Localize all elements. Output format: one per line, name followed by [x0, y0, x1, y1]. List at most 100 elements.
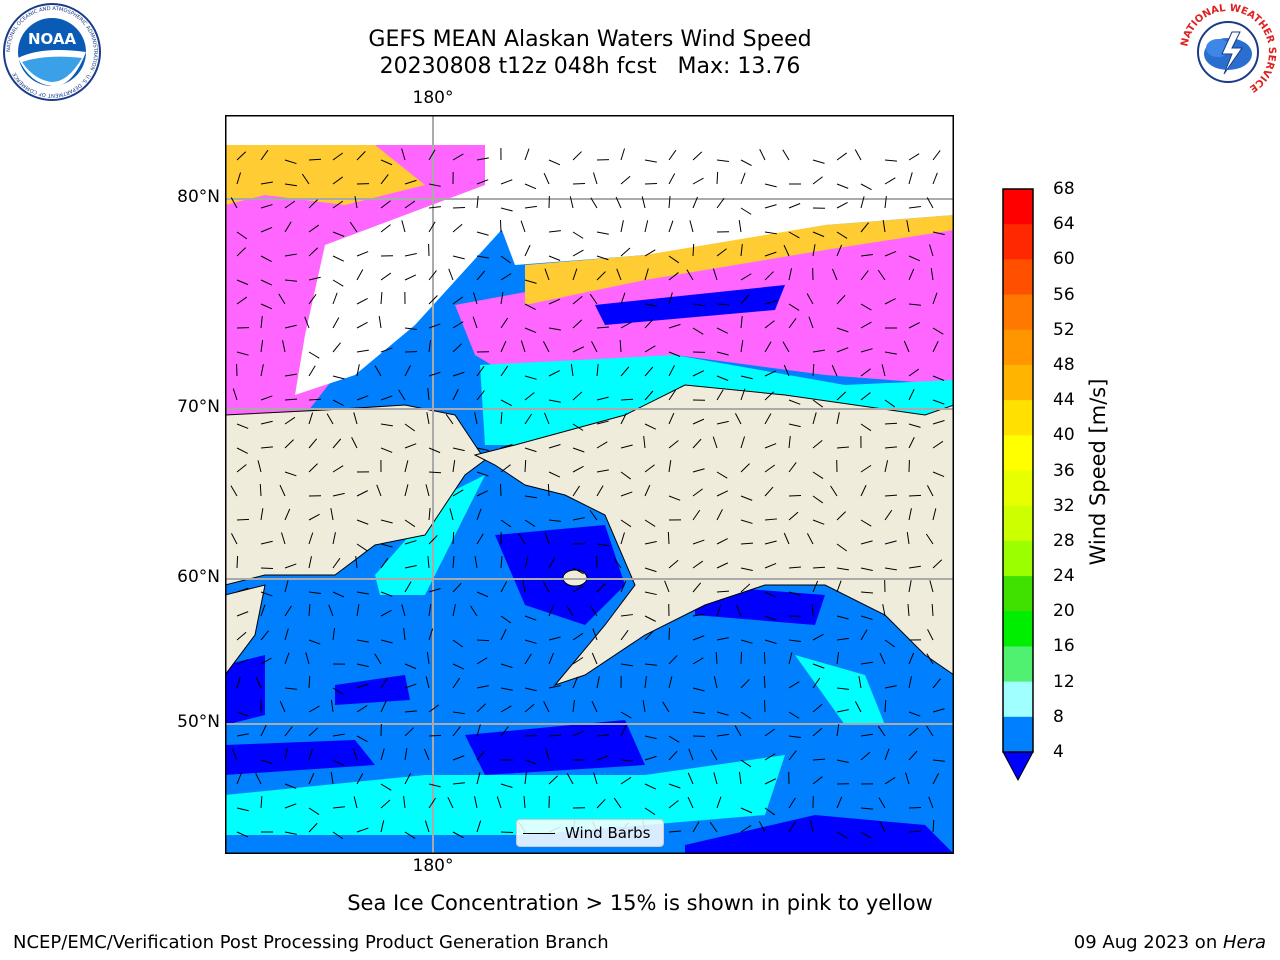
colorbar-tick-label: 44 — [1053, 390, 1075, 411]
wind-barb — [428, 270, 437, 281]
wind-barb — [428, 783, 441, 788]
wind-barb — [476, 703, 487, 713]
wind-barb — [908, 205, 921, 209]
wind-barb — [380, 783, 392, 791]
wind-barb — [236, 555, 239, 569]
wind-barb — [500, 317, 509, 329]
wind-barb — [932, 819, 935, 833]
wind-barb — [332, 255, 345, 262]
wind-barb — [452, 296, 464, 305]
wind-barb — [428, 535, 438, 545]
wind-barb — [927, 629, 934, 641]
wind-barb — [644, 303, 657, 307]
wind-barb — [764, 778, 777, 785]
wind-barb — [500, 365, 509, 377]
wind-barb — [692, 657, 704, 665]
wind-barb — [932, 440, 944, 449]
wind-barb — [524, 459, 527, 473]
wind-barb — [788, 318, 797, 329]
wind-barb — [932, 399, 945, 405]
wind-barb — [932, 150, 941, 161]
wind-barb — [620, 776, 632, 785]
wind-barb — [260, 395, 273, 401]
wind-barb — [380, 677, 388, 689]
wind-barb — [620, 491, 633, 497]
wind-barb — [284, 580, 289, 593]
wind-barb — [668, 750, 678, 761]
wind-barb — [548, 734, 562, 737]
wind-barb — [308, 412, 314, 425]
wind-barb — [236, 351, 249, 356]
wind-barb — [592, 172, 598, 185]
wind-barb — [928, 796, 934, 809]
wind-barb — [860, 519, 872, 527]
wind-barb — [284, 803, 297, 809]
wind-barb — [378, 316, 382, 329]
wind-barb — [764, 753, 776, 761]
legend-label: Wind Barbs — [565, 824, 651, 842]
wind-barb — [476, 772, 481, 785]
wind-barb — [476, 685, 489, 689]
wind-barb — [782, 341, 790, 353]
wind-barb — [308, 224, 320, 233]
wind-barb — [332, 152, 344, 161]
colorbar — [1002, 188, 1034, 782]
wind-barb — [308, 556, 312, 569]
wind-barb — [572, 585, 584, 593]
wind-barb — [788, 750, 797, 761]
wind-barb — [404, 423, 416, 432]
wind-barb — [596, 255, 609, 261]
wind-barb — [404, 519, 416, 528]
wind-barb — [476, 270, 486, 281]
wind-barb — [620, 711, 632, 719]
wind-barb — [812, 566, 826, 569]
wind-barb — [692, 488, 703, 497]
wind-barb — [548, 159, 561, 166]
wind-barb — [452, 663, 465, 670]
wind-barb — [884, 460, 889, 473]
wind-barb — [398, 389, 406, 401]
wind-barb — [884, 446, 897, 449]
wind-barb — [854, 149, 862, 161]
wind-barb — [884, 639, 896, 648]
wind-barb — [524, 327, 537, 334]
wind-barb — [566, 773, 574, 785]
wind-barb — [380, 557, 389, 569]
wind-barb — [278, 293, 286, 305]
wind-barb — [644, 519, 656, 527]
colorbar-tick-label: 36 — [1053, 460, 1075, 481]
wind-barb — [380, 748, 385, 761]
wind-barb — [596, 231, 609, 235]
wind-barb — [548, 636, 561, 641]
wind-barb — [808, 316, 814, 329]
wind-barb — [644, 484, 651, 497]
wind-barb — [788, 735, 801, 739]
wind-barb — [518, 533, 526, 545]
wind-barb — [738, 220, 742, 233]
wind-barb — [932, 231, 945, 236]
wind-barb — [332, 317, 340, 329]
wind-barb — [284, 831, 297, 835]
wind-barb — [572, 447, 585, 453]
wind-barb — [692, 370, 704, 377]
calm-west-2 — [225, 740, 375, 775]
wind-barb — [596, 734, 609, 737]
wind-barb — [932, 420, 945, 425]
wind-barb — [260, 255, 272, 262]
wind-barb — [260, 149, 269, 161]
wind-barb — [667, 531, 670, 545]
wind-barb — [782, 149, 790, 161]
wind-barb — [524, 447, 537, 453]
wind-barb — [232, 388, 238, 401]
wind-barb — [589, 509, 598, 521]
colorbar-segment — [1003, 716, 1033, 753]
wind-barb — [520, 220, 526, 233]
open-area-west — [295, 185, 515, 395]
wind-barb — [452, 726, 461, 737]
wind-barb — [590, 197, 598, 209]
wind-barb — [830, 485, 838, 497]
sea-ice-note: Sea Ice Concentration > 15% is shown in … — [347, 891, 933, 915]
wind-barb — [452, 489, 464, 497]
wind-barb — [332, 176, 343, 185]
wind-barb — [644, 663, 657, 666]
